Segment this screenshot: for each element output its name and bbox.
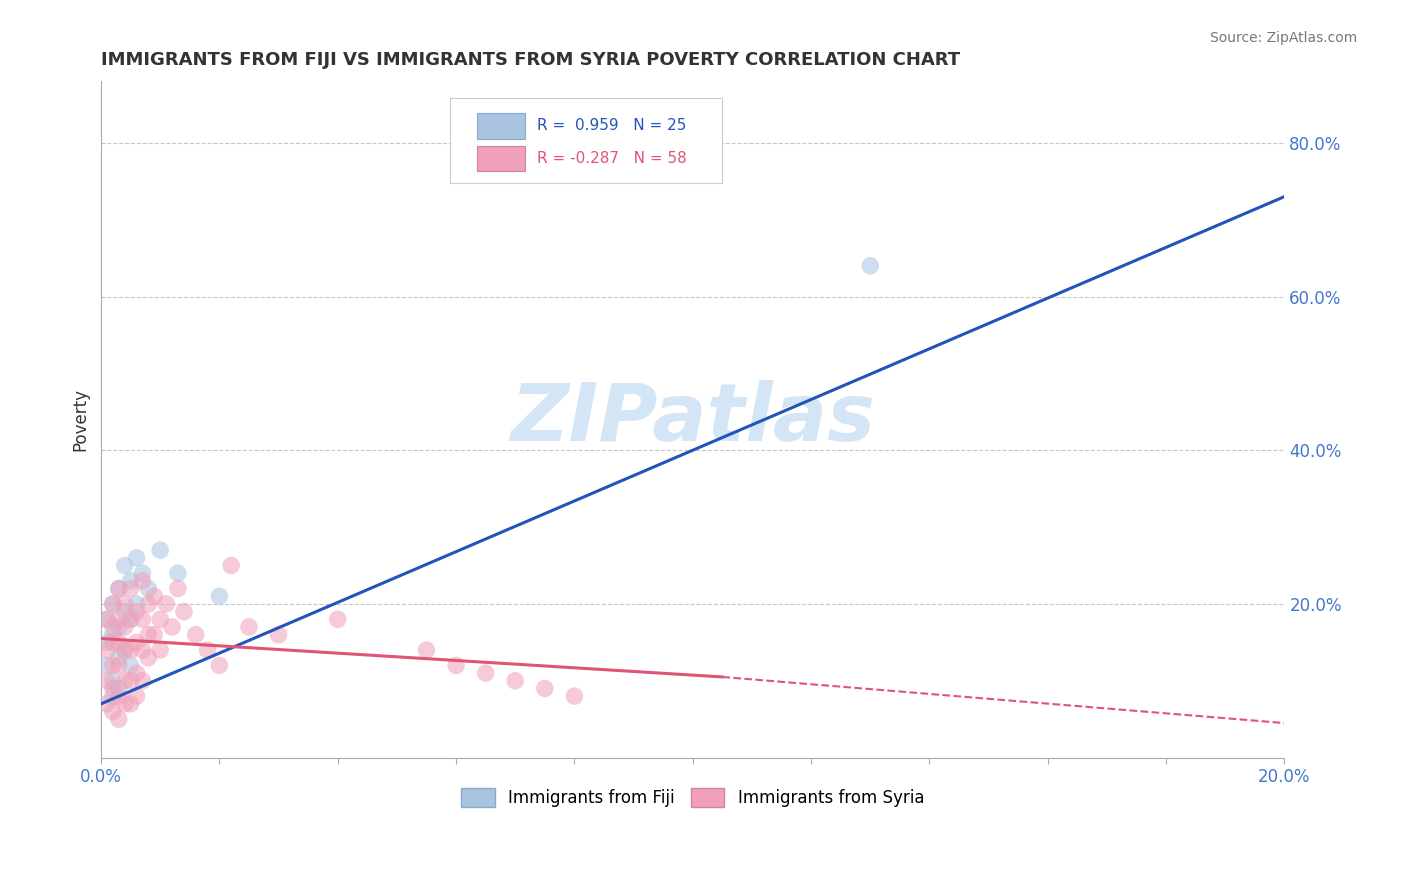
FancyBboxPatch shape	[478, 145, 524, 171]
Point	[114, 673, 136, 688]
Legend: Immigrants from Fiji, Immigrants from Syria: Immigrants from Fiji, Immigrants from Sy…	[454, 781, 931, 814]
Point	[131, 566, 153, 581]
Point	[149, 543, 172, 558]
Point	[125, 605, 148, 619]
Point	[101, 597, 124, 611]
Point	[155, 597, 177, 611]
Point	[120, 658, 142, 673]
Point	[96, 658, 118, 673]
Point	[96, 612, 118, 626]
Point	[96, 697, 118, 711]
Point	[267, 628, 290, 642]
Point	[208, 658, 231, 673]
Point	[125, 597, 148, 611]
Point	[107, 712, 129, 726]
Point	[114, 605, 136, 619]
Point	[474, 666, 496, 681]
Point	[107, 582, 129, 596]
Point	[107, 612, 129, 626]
Point	[503, 673, 526, 688]
Point	[533, 681, 555, 696]
FancyBboxPatch shape	[450, 98, 723, 183]
Point	[120, 582, 142, 596]
Point	[96, 643, 118, 657]
Point	[143, 589, 166, 603]
Y-axis label: Poverty: Poverty	[72, 388, 89, 451]
Point	[326, 612, 349, 626]
Point	[143, 628, 166, 642]
Point	[238, 620, 260, 634]
Point	[114, 643, 136, 657]
Point	[149, 612, 172, 626]
Point	[114, 697, 136, 711]
Point	[107, 650, 129, 665]
Point	[107, 620, 129, 634]
Point	[101, 620, 124, 634]
Point	[101, 681, 124, 696]
Point	[131, 673, 153, 688]
Point	[120, 673, 142, 688]
Point	[167, 566, 190, 581]
Text: ZIPatlas: ZIPatlas	[510, 381, 876, 458]
Point	[96, 673, 118, 688]
Point	[415, 643, 437, 657]
Point	[101, 635, 124, 649]
Point	[125, 635, 148, 649]
Point	[114, 558, 136, 573]
Point	[96, 612, 118, 626]
Text: IMMIGRANTS FROM FIJI VS IMMIGRANTS FROM SYRIA POVERTY CORRELATION CHART: IMMIGRANTS FROM FIJI VS IMMIGRANTS FROM …	[101, 51, 960, 69]
Point	[208, 589, 231, 603]
Point	[96, 635, 118, 649]
Point	[107, 635, 129, 649]
Point	[114, 620, 136, 634]
Point	[101, 658, 124, 673]
Point	[138, 582, 160, 596]
Point	[107, 582, 129, 596]
Point	[125, 666, 148, 681]
Point	[138, 597, 160, 611]
Point	[101, 705, 124, 719]
Point	[101, 673, 124, 688]
Point	[184, 628, 207, 642]
Point	[197, 643, 219, 657]
Text: Source: ZipAtlas.com: Source: ZipAtlas.com	[1209, 31, 1357, 45]
Point	[114, 643, 136, 657]
Text: R =  0.959   N = 25: R = 0.959 N = 25	[537, 119, 686, 134]
Point	[120, 574, 142, 588]
Point	[120, 643, 142, 657]
Point	[107, 681, 129, 696]
Point	[131, 643, 153, 657]
Point	[444, 658, 467, 673]
Point	[138, 628, 160, 642]
Point	[125, 550, 148, 565]
Point	[160, 620, 183, 634]
Point	[564, 689, 586, 703]
Point	[149, 643, 172, 657]
Point	[107, 689, 129, 703]
Point	[101, 628, 124, 642]
Point	[120, 612, 142, 626]
Point	[138, 650, 160, 665]
Point	[131, 574, 153, 588]
Point	[125, 689, 148, 703]
Point	[167, 582, 190, 596]
Point	[107, 658, 129, 673]
Point	[859, 259, 882, 273]
Point	[101, 689, 124, 703]
Point	[114, 597, 136, 611]
Point	[219, 558, 242, 573]
Text: R = -0.287   N = 58: R = -0.287 N = 58	[537, 151, 686, 166]
Point	[120, 697, 142, 711]
Point	[173, 605, 195, 619]
Point	[101, 597, 124, 611]
FancyBboxPatch shape	[478, 113, 524, 139]
Point	[120, 612, 142, 626]
Point	[131, 612, 153, 626]
